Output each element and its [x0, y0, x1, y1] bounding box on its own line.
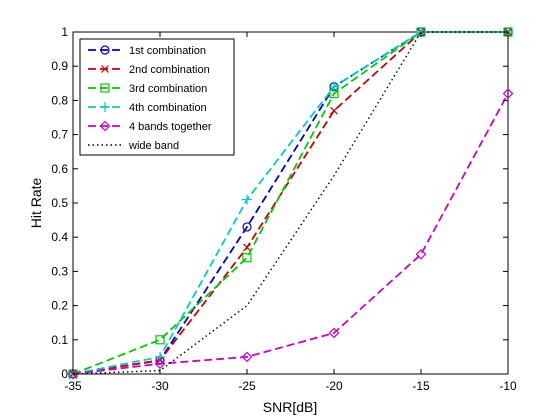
series-line-2nd-combination	[72, 31, 508, 375]
data-point	[329, 81, 339, 92]
legend-marker	[100, 83, 110, 93]
legend-marker	[100, 102, 110, 112]
series-wide-band	[72, 31, 508, 375]
legend-entry-1st-combination: 1st combination	[88, 45, 206, 57]
data-point	[242, 253, 252, 263]
y-tick-label: 0.9	[51, 59, 68, 73]
data-point	[330, 106, 338, 115]
series-layer	[67, 27, 514, 380]
legend-marker	[99, 120, 111, 132]
data-point	[241, 351, 253, 363]
y-tick-label: 0.7	[51, 128, 68, 142]
legend-marker	[101, 65, 109, 73]
legend-entry-2nd-combination: 2nd combination	[88, 64, 210, 76]
legend-label: wide band	[128, 140, 179, 152]
x-tick-label: -30	[151, 379, 169, 393]
legend-box	[79, 38, 235, 156]
data-point	[242, 194, 252, 205]
y-tick-label: 0.5	[51, 196, 68, 210]
axis-ticks: -35 -30 -25 -20 -15 -10 0 0.1 0.2 0.3 0.4 0.5 0.6 0.7…	[51, 25, 517, 393]
series-4-bands-together	[67, 88, 514, 380]
series-line-4th-combination	[72, 31, 508, 375]
series-line-wide-band	[72, 31, 508, 375]
legend-label: 4th combination	[129, 102, 207, 114]
y-tick-label: 0.6	[51, 162, 68, 176]
y-tick-label: 0	[61, 367, 68, 381]
data-point	[415, 248, 427, 260]
y-tick-label: 1	[61, 25, 68, 39]
data-point	[328, 327, 340, 339]
y-tick-label: 0.1	[51, 333, 68, 347]
legend-label: 2nd combination	[129, 64, 210, 76]
legend-label: 3rd combination	[129, 83, 207, 95]
data-point	[67, 368, 79, 380]
legend-entry-4th-combination: 4th combination	[88, 102, 207, 114]
legend-entry-4-bands-together: 4 bands together	[88, 120, 212, 133]
legend-label: 1st combination	[129, 45, 206, 57]
x-tick-label: -10	[499, 379, 517, 393]
series-line-4-bands-together	[72, 93, 509, 375]
y-axis-label: Hit Rate	[28, 178, 44, 229]
data-point	[155, 335, 165, 345]
x-tick-label: -25	[238, 379, 256, 393]
data-point	[502, 88, 514, 99]
x-tick-label: -20	[325, 379, 343, 393]
x-axis-label: SNR[dB]	[263, 399, 317, 415]
legend-marker	[100, 45, 110, 55]
x-tick-label: -15	[412, 379, 430, 393]
legend-entry-3rd-combination: 3rd combination	[88, 83, 207, 95]
data-point	[155, 351, 165, 362]
data-point	[242, 222, 252, 232]
data-point	[243, 243, 251, 252]
y-tick-label: 0.4	[51, 230, 68, 244]
y-tick-label: 0.8	[51, 93, 68, 107]
legend-label: 4 bands together	[129, 121, 212, 133]
y-tick-label: 0.3	[51, 264, 68, 278]
legend-entry-wide-band: wide band	[88, 140, 179, 152]
legend: 1st combination 2nd combination 3rd combin…	[79, 38, 235, 156]
x-tick-label: -35	[64, 379, 82, 393]
data-point	[154, 358, 166, 370]
y-tick-label: 0.2	[51, 299, 68, 313]
